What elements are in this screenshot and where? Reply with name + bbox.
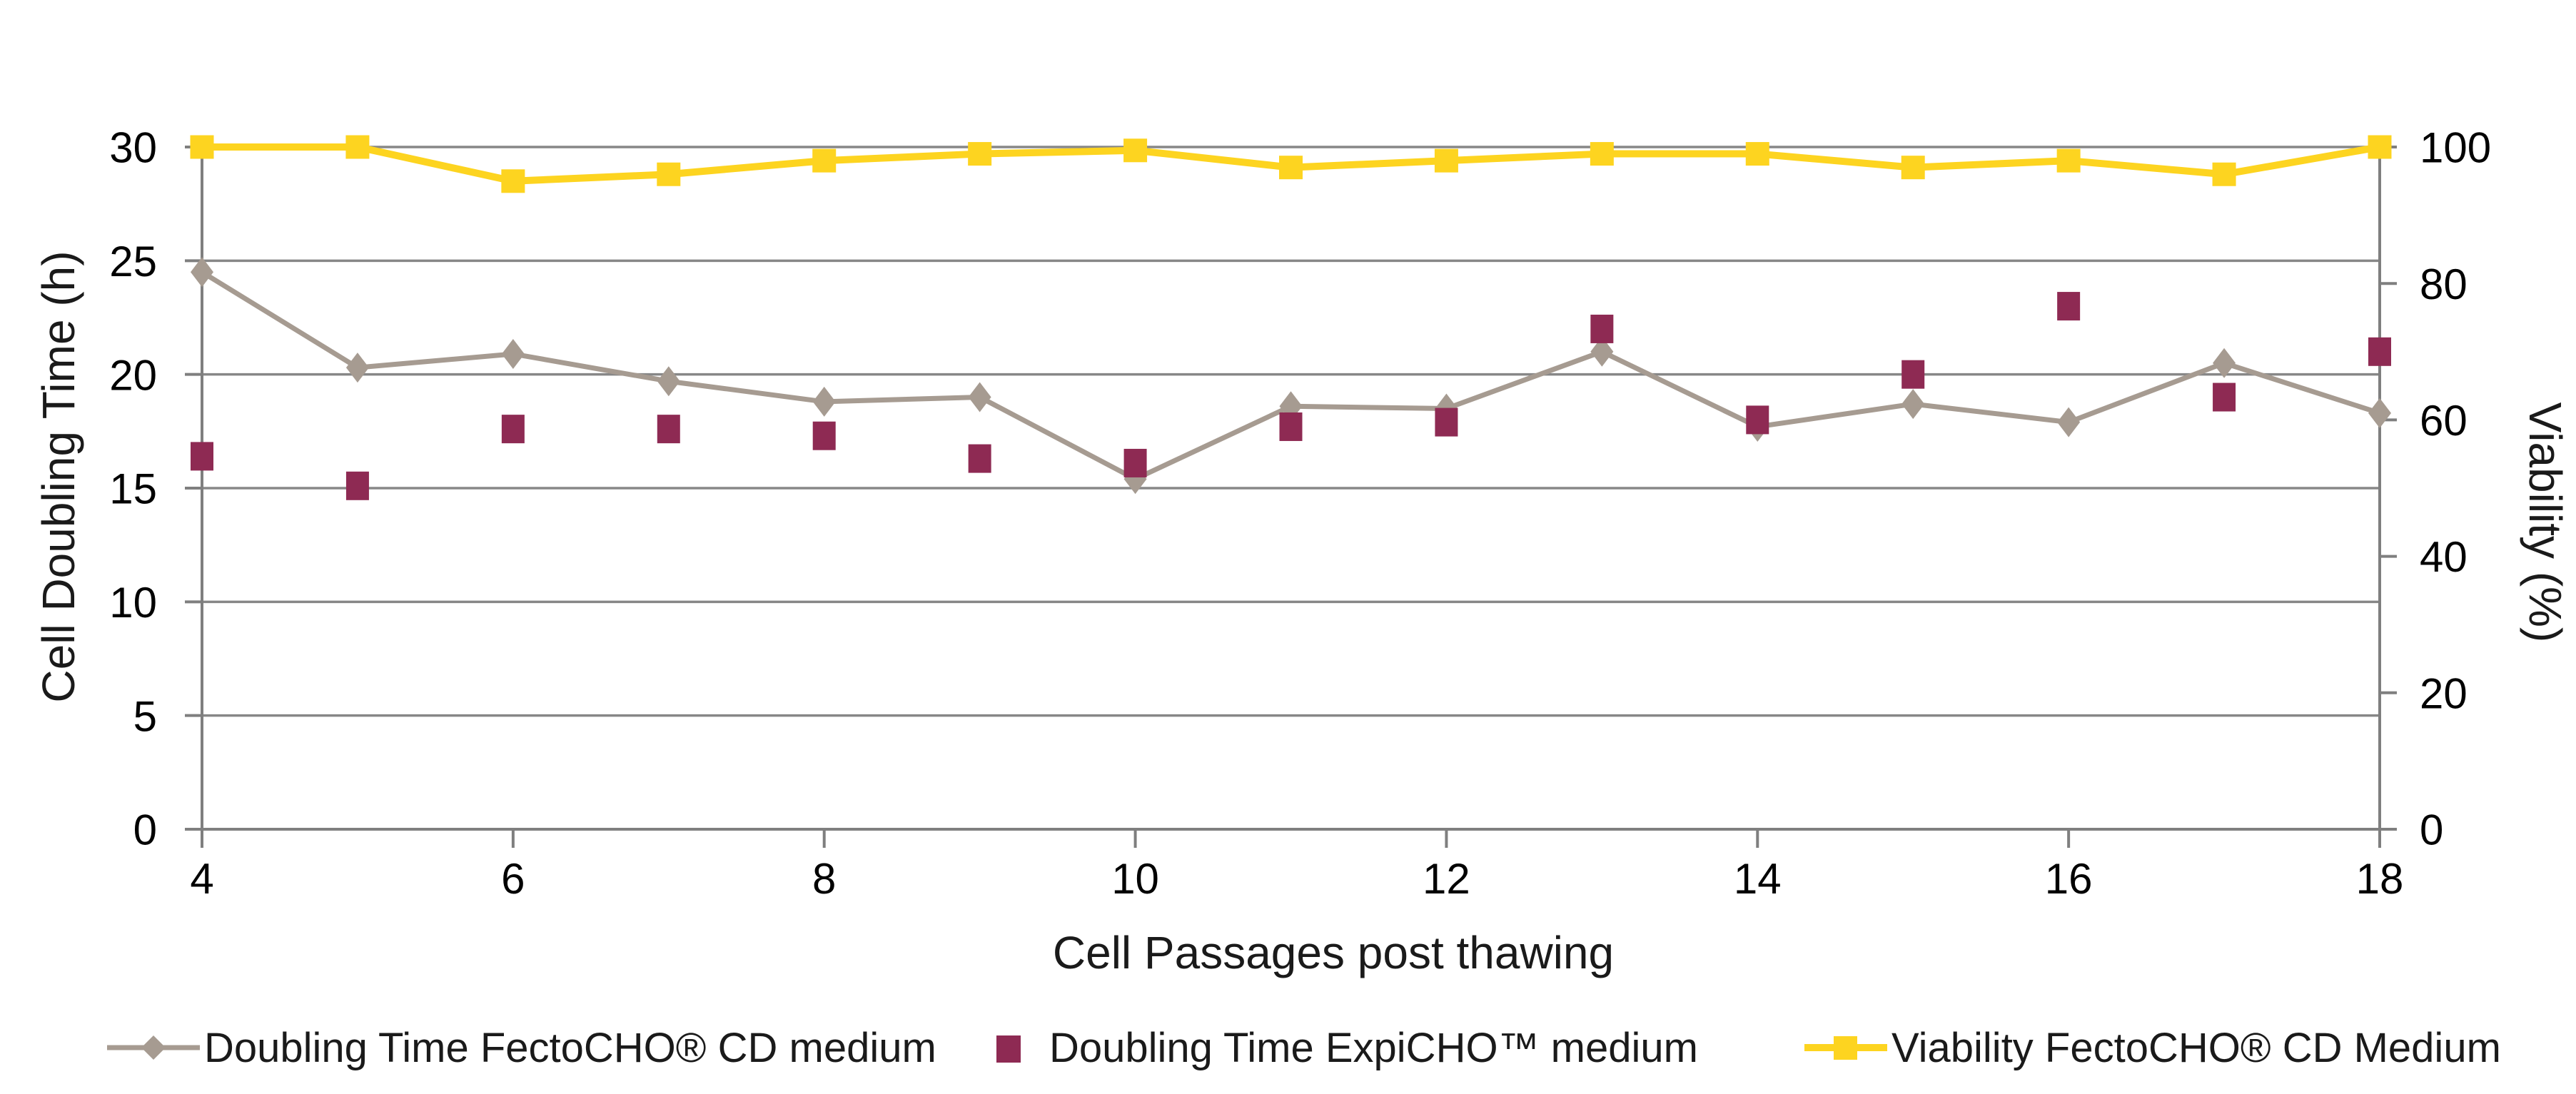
- legend-label: Doubling Time FectoCHO® CD medium: [204, 1024, 936, 1071]
- series-0-marker: [2368, 397, 2391, 428]
- right-axis-title: Viability (%): [2520, 402, 2571, 643]
- series-0-marker: [191, 257, 213, 288]
- series-1-marker: [1123, 448, 1147, 477]
- x-axis-title: Cell Passages post thawing: [1052, 927, 1615, 978]
- series-1-marker: [2213, 383, 2236, 412]
- gray-line-diamond-marker-icon: [107, 1035, 200, 1060]
- series-2-marker: [657, 162, 681, 186]
- left-axis-tick-label: 20: [109, 351, 157, 399]
- series-2-marker: [1434, 148, 1458, 173]
- right-axis-tick-label: 40: [2420, 533, 2468, 581]
- series-0-marker: [2213, 348, 2236, 378]
- yellow-line-square-marker-icon: [1804, 1036, 1887, 1060]
- series-1-marker: [191, 442, 213, 471]
- series-1-marker: [2057, 292, 2081, 321]
- x-axis-tick-label: 14: [1734, 855, 1782, 903]
- series-0-marker: [657, 366, 680, 397]
- left-axis-tick-label: 5: [133, 692, 157, 740]
- series-2-marker: [812, 148, 837, 173]
- left-axis-tick-label: 0: [133, 806, 157, 854]
- x-axis-tick-label: 12: [1423, 855, 1470, 903]
- series-1-marker: [1746, 405, 1769, 435]
- series-1-marker: [968, 444, 991, 473]
- series-1-marker: [2368, 337, 2391, 366]
- series-1-marker: [657, 415, 680, 444]
- series-2-marker: [2368, 135, 2392, 159]
- left-axis-tick-label: 10: [109, 579, 157, 627]
- series-0-marker: [2057, 407, 2081, 437]
- legend-item-doubling-time-fectocho: Doubling Time FectoCHO® CD medium: [107, 1019, 936, 1076]
- right-axis-tick-label: 100: [2420, 124, 2491, 172]
- series-2-marker: [1590, 142, 1614, 166]
- series-2-marker: [190, 135, 214, 159]
- right-axis-tick-label: 60: [2420, 397, 2468, 445]
- legend-label: Doubling Time ExpiCHO™ medium: [1049, 1024, 1698, 1071]
- series-2-marker: [968, 142, 992, 166]
- legend-item-doubling-time-expicho: Doubling Time ExpiCHO™ medium: [996, 1019, 1698, 1076]
- legend: Doubling Time FectoCHO® CD medium Doubli…: [0, 1019, 2576, 1076]
- series-1-marker: [812, 421, 836, 450]
- series-2-marker: [2056, 148, 2081, 173]
- x-axis-tick-label: 16: [2045, 855, 2093, 903]
- series-0-marker: [501, 338, 525, 369]
- series-2-marker: [1123, 138, 1148, 163]
- series-0-marker: [968, 382, 991, 412]
- right-axis-tick-label: 0: [2420, 806, 2443, 854]
- legend-label: Viability FectoCHO® CD Medium: [1891, 1024, 2501, 1071]
- x-axis-tick-label: 8: [812, 855, 836, 903]
- left-axis-tick-label: 30: [109, 124, 157, 172]
- maroon-square-marker-icon: [996, 1035, 1021, 1063]
- x-axis-tick-label: 4: [190, 855, 213, 903]
- series-2-marker: [1745, 142, 1769, 166]
- right-axis-tick-label: 80: [2420, 260, 2468, 308]
- series-0-marker: [1901, 389, 1925, 420]
- legend-item-viability-fectocho: Viability FectoCHO® CD Medium: [1804, 1019, 2501, 1076]
- series-1-marker: [1590, 314, 1614, 343]
- x-axis-tick-label: 18: [2356, 855, 2404, 903]
- series-1-marker: [345, 471, 369, 500]
- series-2-marker: [345, 135, 370, 159]
- series-1-marker: [501, 415, 525, 444]
- left-axis-tick-label: 15: [109, 465, 157, 513]
- series-2-marker: [1901, 156, 1925, 180]
- left-axis-tick-label: 25: [109, 238, 157, 285]
- series-1-marker: [1901, 360, 1925, 389]
- series-1-marker: [1435, 407, 1458, 437]
- series-2-marker: [2212, 162, 2236, 186]
- right-axis-tick-label: 20: [2420, 669, 2468, 717]
- left-axis-title: Cell Doubling Time (h): [33, 250, 84, 703]
- series-0-marker: [812, 386, 836, 417]
- series-2-marker: [501, 169, 525, 193]
- series-0-marker: [345, 353, 369, 383]
- x-axis-tick-label: 6: [501, 855, 525, 903]
- series-1-marker: [1279, 412, 1303, 441]
- x-axis-tick-label: 10: [1111, 855, 1159, 903]
- series-2-marker: [1279, 156, 1303, 180]
- series-0-marker: [1590, 336, 1614, 367]
